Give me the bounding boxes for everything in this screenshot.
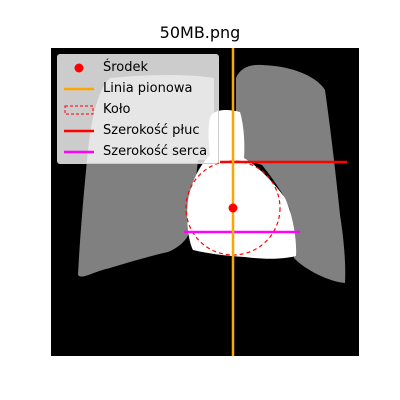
legend-item-circle: Koło xyxy=(58,101,218,119)
red-line-icon xyxy=(64,129,94,133)
legend-item-lung: Szerokość płuc xyxy=(58,122,218,140)
dashed-box-icon xyxy=(64,105,94,115)
legend-item-heart: Szerokość serca xyxy=(58,143,218,161)
legend-label: Szerokość serca xyxy=(103,144,208,159)
center-point xyxy=(228,203,238,213)
legend-label: Środek xyxy=(103,60,149,75)
legend-label: Szerokość płuc xyxy=(103,123,200,138)
figure-title: 50MB.png xyxy=(159,23,241,42)
legend-item-vertical: Linia pionowa xyxy=(58,80,218,98)
red-dot-icon xyxy=(74,63,84,73)
legend-label: Linia pionowa xyxy=(103,81,193,96)
orange-line-icon xyxy=(64,87,94,91)
legend-label: Koło xyxy=(103,102,131,117)
magenta-line-icon xyxy=(64,150,94,154)
legend-item-center: Środek xyxy=(58,59,218,77)
right-lung-mask xyxy=(236,64,346,283)
legend: Środek Linia pionowa Koło Szerokość płuc… xyxy=(57,54,219,164)
